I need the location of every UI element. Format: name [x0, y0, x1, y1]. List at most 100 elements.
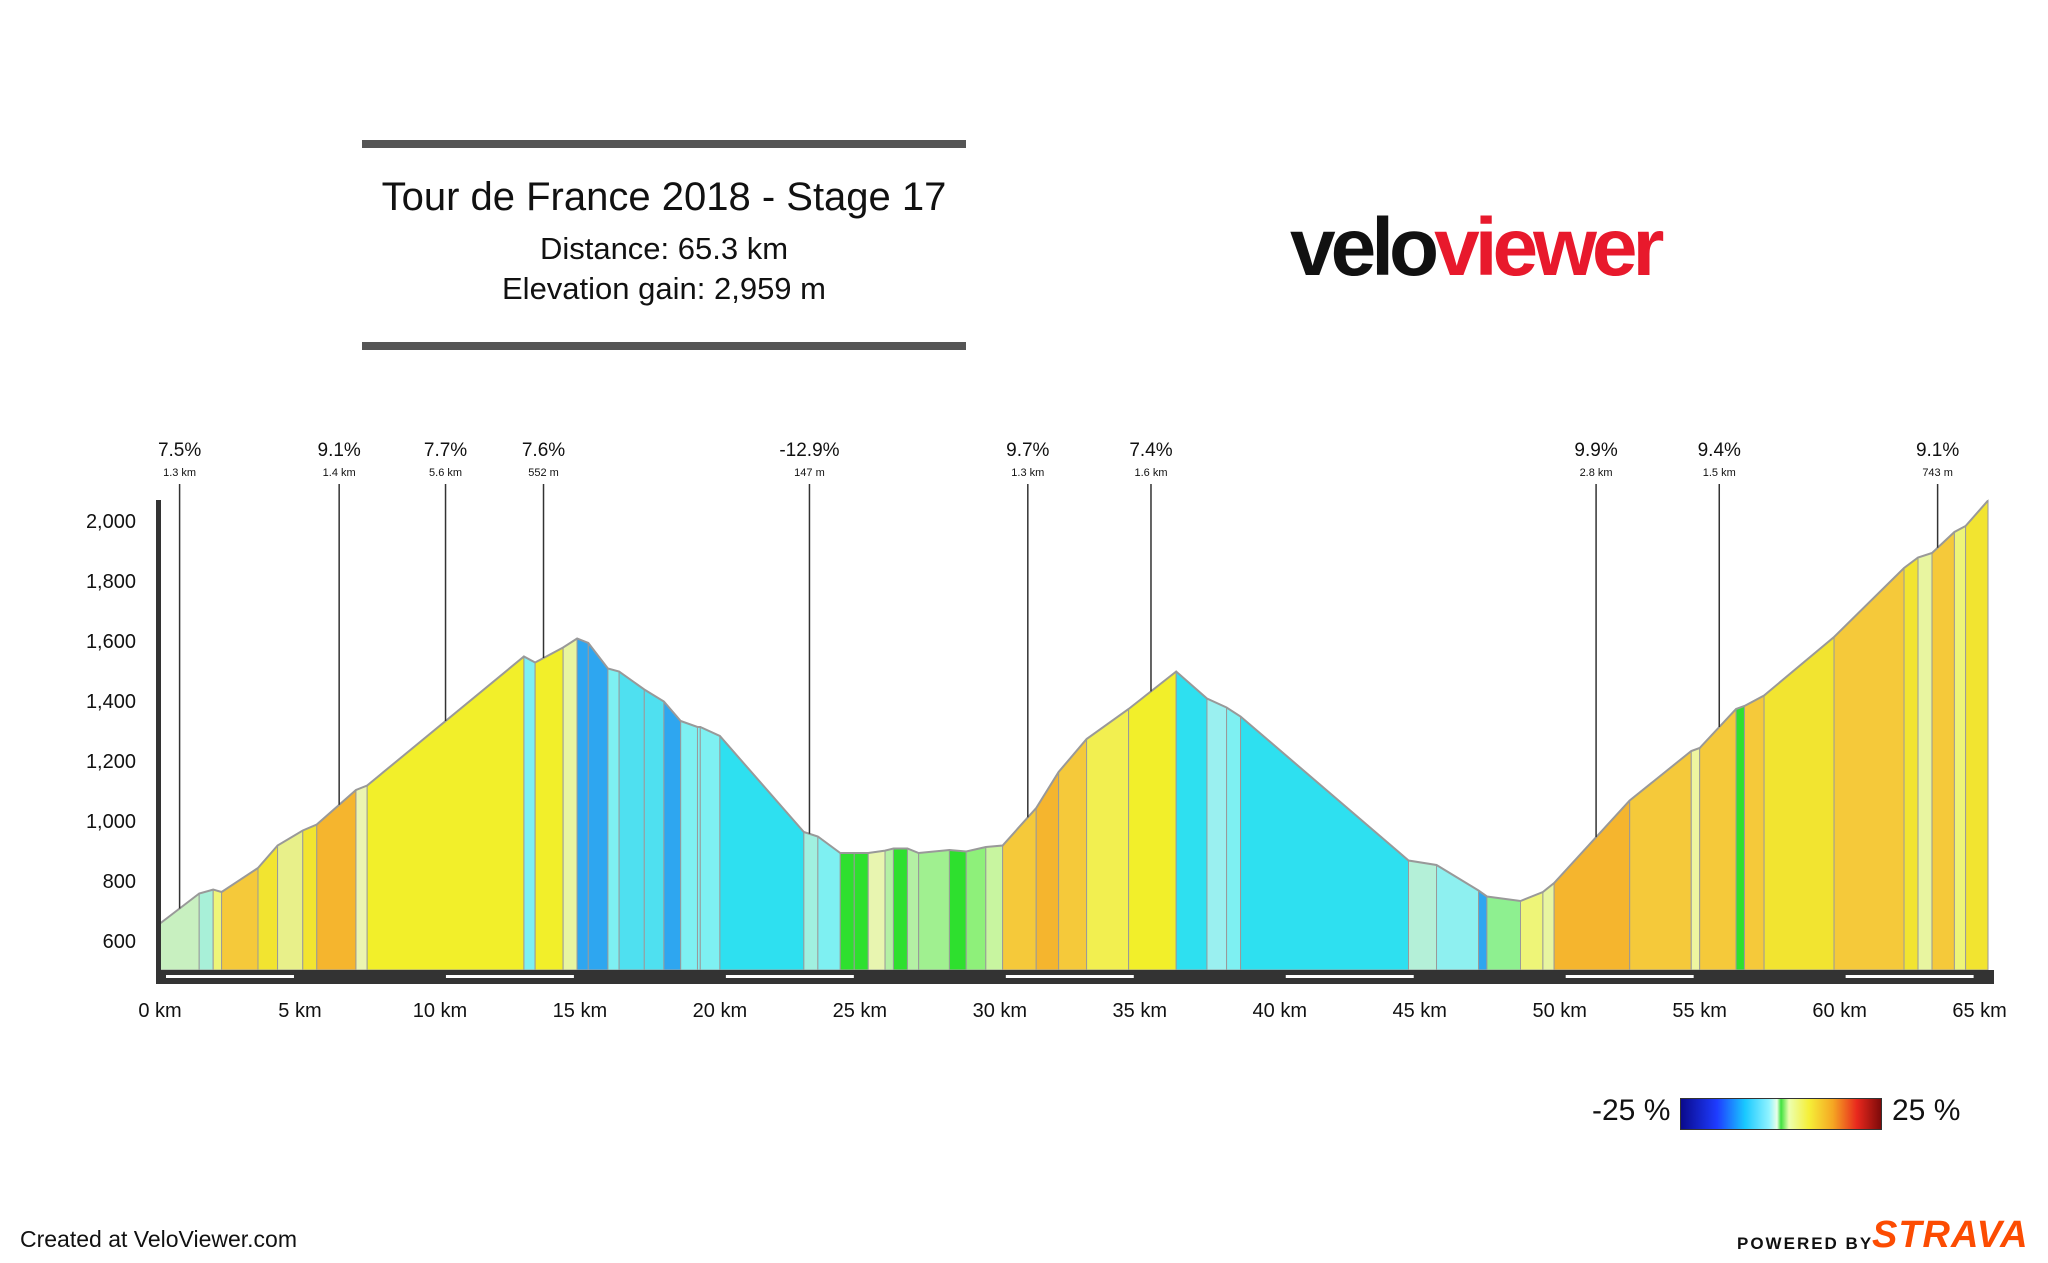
y-tick-label: 2,000	[86, 511, 136, 533]
profile-segment	[277, 829, 304, 971]
profile-segment	[1002, 806, 1037, 971]
legend-max-label: 25 %	[1892, 1094, 1961, 1127]
x-tick-label: 45 km	[1392, 1000, 1446, 1022]
climb-gradient-label: 7.6%	[522, 440, 565, 461]
profile-segment	[1058, 737, 1088, 971]
title-top-rule	[362, 140, 966, 148]
profile-segment	[587, 641, 609, 971]
profile-segment	[1953, 525, 1967, 971]
profile-segment	[302, 823, 318, 971]
gradient-color-scale	[1680, 1098, 1882, 1130]
profile-segment	[1542, 881, 1555, 971]
profile-segment	[663, 700, 682, 971]
y-tick-label: 600	[103, 931, 136, 953]
title-box: Tour de France 2018 - Stage 17 Distance:…	[362, 140, 966, 350]
profile-segment	[918, 849, 950, 971]
profile-segment	[221, 867, 259, 971]
profile-segment	[355, 784, 368, 971]
climb-length-label: 1.4 km	[323, 467, 356, 479]
x-tick-label: 20 km	[693, 1000, 747, 1022]
y-tick-label: 1,800	[86, 571, 136, 593]
climb-length-label: 1.6 km	[1134, 467, 1167, 479]
legend-min-label: -25 %	[1592, 1094, 1671, 1127]
profile-segment	[965, 846, 987, 971]
climb-gradient-label: 9.1%	[1916, 440, 1959, 461]
powered-by-label: POWERED BY	[1737, 1234, 1874, 1253]
distance-scale-dash	[1005, 975, 1134, 978]
svg-text:veloviewer: veloviewer	[1290, 202, 1663, 293]
climb-gradient-label: -12.9%	[779, 440, 839, 461]
profile-segment	[1917, 552, 1933, 971]
climb-length-label: 743 m	[1922, 467, 1953, 479]
x-tick-label: 10 km	[413, 1000, 467, 1022]
profile-segment	[1478, 889, 1488, 971]
profile-segment	[1735, 705, 1745, 971]
profile-segment	[1699, 707, 1737, 971]
profile-segment	[607, 667, 620, 971]
y-tick-label: 1,200	[86, 751, 136, 773]
profile-segment	[1903, 556, 1919, 971]
profile-segment	[867, 850, 886, 971]
profile-segment	[576, 637, 589, 971]
profile-segment	[1629, 749, 1692, 971]
climb-gradient-label: 7.7%	[424, 440, 467, 461]
profile-segment	[1240, 715, 1410, 971]
y-tick-label: 1,600	[86, 631, 136, 653]
climb-length-label: 1.3 km	[163, 467, 196, 479]
profile-segment	[948, 849, 967, 971]
y-axis-ticks: 600 800 1,000 1,200 1,400 1,600 1,800 2,000	[86, 511, 136, 953]
profile-segment	[212, 888, 223, 971]
profile-segment	[562, 637, 578, 971]
veloviewer-logo: veloviewer	[1290, 202, 1668, 293]
profile-segment	[884, 847, 894, 971]
profile-segment	[699, 726, 721, 971]
profile-segment	[1743, 694, 1765, 971]
logo-velo-text: velo	[1290, 202, 1436, 293]
profile-segment	[1436, 864, 1480, 971]
x-tick-label: 60 km	[1812, 1000, 1866, 1022]
created-at-footer: Created at VeloViewer.com	[20, 1226, 298, 1252]
climb-markers: 7.5% 1.3 km 9.1% 1.4 km 7.7% 5.6 km 7.6% 552 m -…	[158, 440, 1959, 909]
distance-text: Distance: 65.3 km	[539, 231, 789, 266]
profile-segment	[853, 852, 869, 971]
climb-gradient-label: 7.4%	[1129, 440, 1172, 461]
chart-title: Tour de France 2018 - Stage 17	[381, 175, 947, 219]
x-tick-label: 35 km	[1113, 1000, 1167, 1022]
profile-segment	[817, 835, 841, 971]
distance-scale-dash	[166, 975, 294, 978]
x-tick-label: 25 km	[833, 1000, 887, 1022]
climb-length-label: 2.8 km	[1580, 467, 1613, 479]
x-tick-label: 65 km	[1952, 1000, 2006, 1022]
logo-viewer-text: viewer	[1434, 202, 1663, 293]
climb-length-label: 1.5 km	[1703, 467, 1736, 479]
distance-scale-dash	[445, 975, 574, 978]
profile-segment	[1833, 566, 1905, 971]
x-tick-label: 15 km	[553, 1000, 607, 1022]
profile-segment	[1408, 859, 1438, 971]
profile-segment	[680, 720, 698, 971]
climb-length-label: 552 m	[528, 467, 559, 479]
title-bottom-rule	[362, 342, 966, 350]
profile-segment	[1965, 499, 1989, 971]
climb-gradient-label: 7.5%	[158, 440, 201, 461]
climb-gradient-label: 9.4%	[1698, 440, 1741, 461]
distance-scale-dash	[1285, 975, 1414, 978]
profile-segment	[523, 655, 536, 971]
x-axis-distance-scale	[166, 975, 1974, 978]
profile-segment	[316, 788, 357, 971]
profile-segment	[1128, 670, 1177, 971]
x-tick-label: 30 km	[973, 1000, 1027, 1022]
profile-segment	[839, 852, 855, 971]
x-tick-label: 5 km	[278, 1000, 321, 1022]
strava-logo: STRAVA	[1872, 1214, 2029, 1256]
profile-segment	[1520, 891, 1544, 971]
x-tick-label: 55 km	[1672, 1000, 1726, 1022]
profile-segment	[618, 670, 645, 971]
profile-segment	[906, 847, 920, 971]
profile-segment	[1931, 530, 1955, 971]
profile-segment	[803, 831, 819, 971]
profile-segment	[719, 734, 805, 971]
climb-gradient-label: 9.9%	[1574, 440, 1617, 461]
profile-segment	[534, 646, 564, 971]
y-axis-line	[156, 500, 161, 970]
